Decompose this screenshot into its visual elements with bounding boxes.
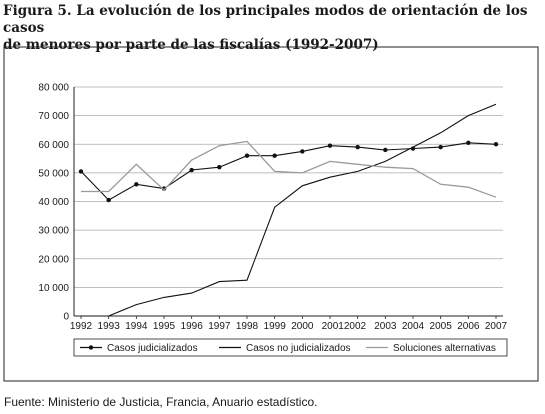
y-tick-label: 0 (63, 312, 69, 323)
series-lines (78, 103, 499, 317)
y-axis-tick-labels: 0 10 000 20 000 30 000 40 000 50 000 60 000 70 … (38, 83, 69, 323)
x-tick-label: 1996 (181, 321, 204, 332)
figure-title-line-1: Figura 5. La evolución de los principale… (3, 3, 528, 36)
y-tick-label: 40 000 (38, 197, 69, 208)
source-note: Fuente: Ministerio de Justicia, Francia,… (4, 395, 318, 409)
x-tick-label: 2003 (374, 321, 397, 332)
data-point (466, 140, 471, 146)
data-point (217, 164, 222, 170)
y-tick-label: 20 000 (38, 254, 69, 265)
y-tick-label: 80 000 (38, 83, 69, 94)
y-tick-label: 30 000 (38, 226, 69, 237)
series-line (80, 142, 497, 201)
x-tick-label: 1992 (70, 321, 93, 332)
data-point (189, 167, 194, 173)
axes (73, 87, 503, 319)
data-point (355, 144, 360, 150)
x-tick-label: 2006 (457, 321, 480, 332)
chart-frame (3, 46, 539, 382)
x-axis-tick-labels: 1992 1993 1994 1995 1996 1997 1998 1999 2000 2001… (70, 321, 508, 332)
x-tick-label: 1999 (264, 321, 287, 332)
x-tick-label: 1994 (125, 321, 148, 332)
x-tick-label: 20012002 (322, 321, 367, 332)
legend-label: Casos no judicializados (246, 343, 351, 354)
data-point (493, 142, 499, 147)
y-tick-label: 70 000 (38, 111, 69, 122)
y-tick-label: 50 000 (38, 168, 69, 179)
figure-title: Figura 5. La evolución de los principale… (3, 3, 543, 54)
legend-label: Casos judicializados (107, 343, 198, 354)
x-tick-label: 1997 (208, 321, 231, 332)
data-point (244, 153, 250, 158)
data-point (272, 153, 277, 158)
x-tick-label: 2004 (402, 321, 425, 332)
data-point (300, 149, 305, 154)
gridlines (74, 86, 503, 288)
series-line (81, 140, 497, 198)
legend: Casos judicializados Casos no judicializa… (73, 338, 508, 357)
data-point (106, 197, 111, 203)
figure-title-line-2: de menores por parte de las fiscalías (1… (3, 37, 379, 53)
x-tick-label: 2000 (291, 321, 314, 332)
data-point (78, 169, 84, 174)
x-tick-label: 2007 (485, 321, 508, 332)
data-point (327, 143, 333, 148)
x-tick-label: 1995 (153, 321, 176, 332)
series-line (81, 103, 497, 317)
y-tick-label: 10 000 (38, 283, 69, 294)
data-point (383, 147, 388, 153)
data-point (134, 182, 139, 187)
x-tick-label: 2005 (430, 321, 453, 332)
x-tick-label: 1998 (236, 321, 259, 332)
x-tick-label: 1993 (98, 321, 121, 332)
legend-box (73, 338, 508, 357)
legend-label: Soluciones alternativas (393, 343, 496, 354)
y-tick-label: 60 000 (38, 140, 69, 151)
legend-marker (88, 345, 94, 350)
data-point (438, 144, 443, 150)
